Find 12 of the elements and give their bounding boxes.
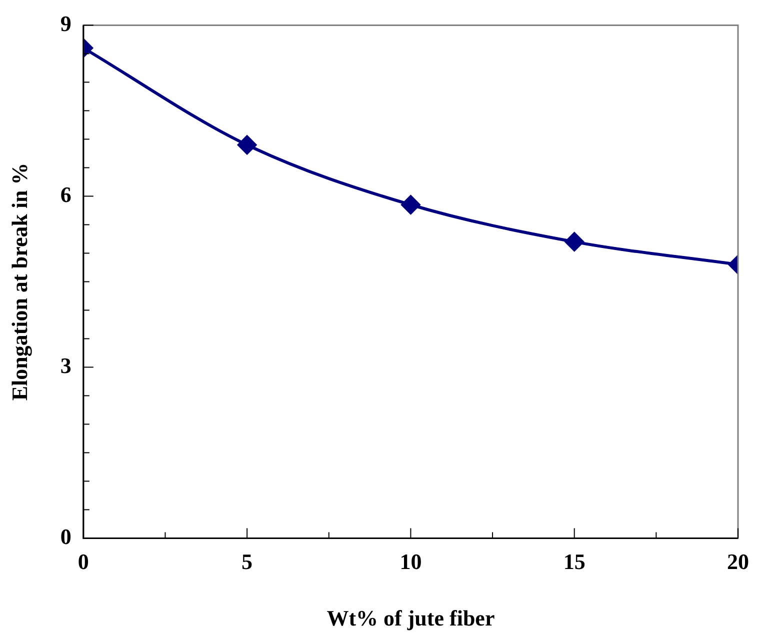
y-axis-title: Elongation at break in % xyxy=(6,162,32,401)
x-tick-label: 20 xyxy=(727,549,749,574)
x-tick-label: 10 xyxy=(400,549,422,574)
x-tick-label: 0 xyxy=(78,549,89,574)
x-tick-label: 5 xyxy=(242,549,253,574)
x-axis-title: Wt% of jute fiber xyxy=(326,605,495,630)
point xyxy=(401,195,420,214)
x-tick-label: 15 xyxy=(563,549,586,574)
y-tick-label: 0 xyxy=(60,524,72,549)
y-tick-label: 6 xyxy=(60,182,72,207)
y-tick-label: 9 xyxy=(60,10,72,36)
y-tick-label: 3 xyxy=(60,352,72,378)
